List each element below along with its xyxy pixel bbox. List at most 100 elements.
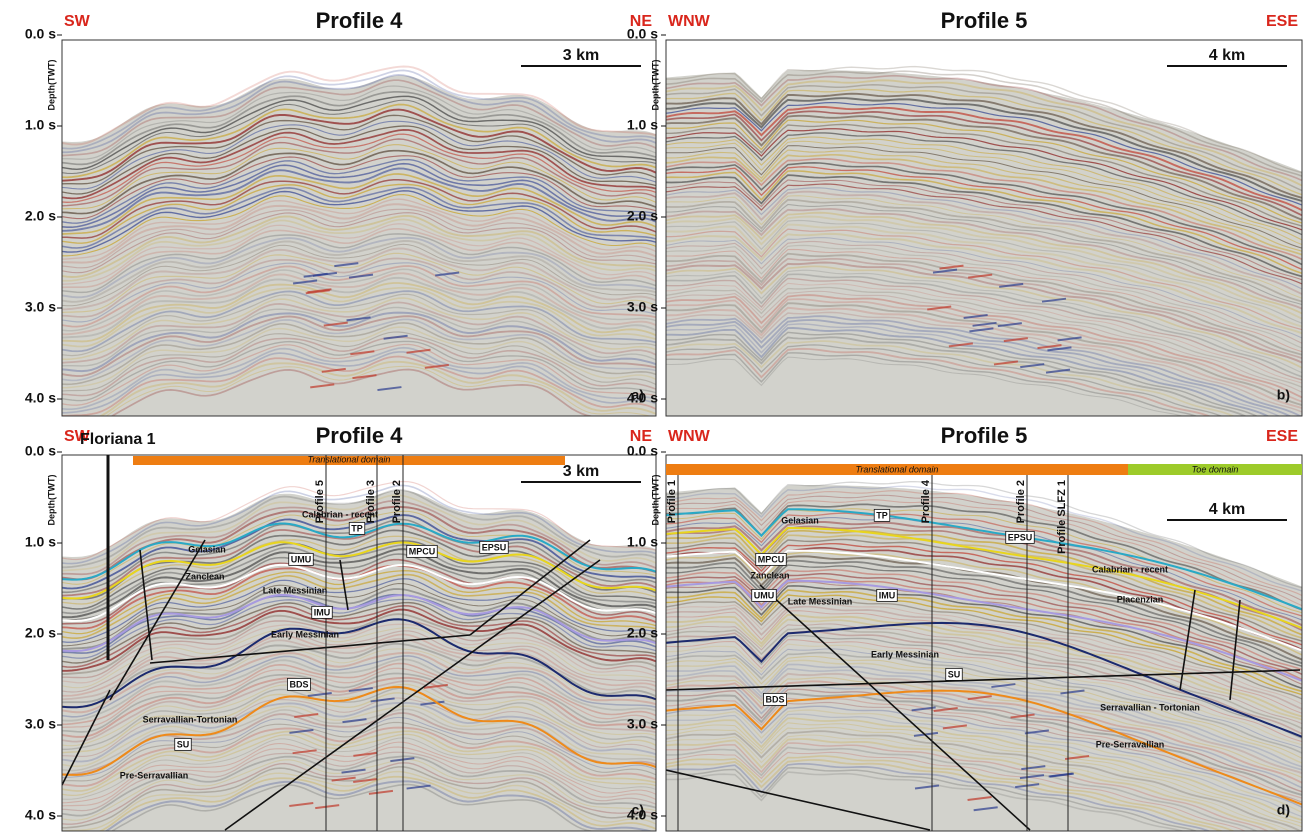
fault: [224, 559, 601, 831]
reflector: [666, 237, 1302, 339]
reflector: [666, 114, 1302, 221]
depth-tick-label: 4.0 s: [627, 807, 658, 823]
reflector: [666, 157, 1302, 261]
label-box: [174, 737, 192, 751]
depth-tick-label: 3.0 s: [627, 716, 658, 732]
fault: [1229, 599, 1241, 701]
reflector: [666, 228, 1302, 331]
reflector: [666, 717, 1302, 821]
reflector: [666, 244, 1302, 349]
reflector: [62, 627, 656, 689]
fault: [469, 539, 591, 636]
reflector: [666, 183, 1302, 285]
reflector: [62, 103, 656, 179]
reflector: [62, 326, 656, 389]
unit-label: MPCU: [758, 554, 785, 564]
fault: [666, 669, 1301, 691]
reflector: [666, 195, 1302, 299]
reflector: [666, 265, 1302, 369]
horizon: [62, 522, 656, 581]
reflector: [666, 667, 1302, 771]
reflector: [62, 618, 656, 679]
reflector: [62, 186, 656, 249]
unit-label: SU: [177, 739, 190, 749]
unit-label: Zanclean: [185, 571, 224, 581]
reflector: [62, 138, 656, 207]
deep-reflector: [305, 289, 330, 295]
depth-tick-label: 3.0 s: [627, 299, 658, 315]
deep-reflector: [967, 795, 992, 801]
reflector: [62, 535, 656, 605]
unit-label: IMU: [314, 607, 331, 617]
reflector: [62, 692, 656, 754]
panel-title: Profile 4: [316, 8, 404, 33]
horizon: [666, 621, 1302, 738]
reflector: [666, 521, 1302, 627]
domain-bar: [133, 456, 565, 465]
deep-reflector: [933, 707, 958, 712]
domain-label: Translational domain: [856, 464, 939, 474]
reflector: [105, 365, 652, 416]
label-box: [755, 552, 787, 566]
reflector: [666, 106, 1302, 212]
reflector: [62, 737, 656, 800]
reflector: [62, 236, 656, 299]
label-box: [288, 552, 314, 566]
reflector: [666, 232, 1302, 335]
reflector: [62, 286, 656, 348]
reflector: [666, 551, 1302, 656]
reflector: [62, 655, 656, 718]
reflector: [666, 634, 1302, 739]
reflector: [666, 319, 1292, 416]
fault: [149, 634, 471, 664]
reflector: [666, 517, 1302, 621]
domain-bar: [666, 464, 1128, 475]
unit-label: UMU: [754, 590, 775, 600]
unit-label: Gelasian: [188, 544, 226, 554]
reflector: [62, 252, 656, 313]
reflector: [666, 569, 1302, 671]
reflector: [666, 79, 1302, 187]
panel-title: Profile 4: [316, 423, 404, 448]
reflector: [62, 651, 656, 714]
reflector: [62, 239, 656, 303]
reflector: [666, 651, 1302, 754]
reflector: [666, 347, 1212, 416]
deep-reflector: [997, 322, 1022, 328]
deep-reflector: [310, 383, 335, 389]
reflector: [62, 293, 656, 357]
reflector: [666, 734, 1291, 831]
profile-label: Profile 2: [391, 480, 403, 523]
reflector: [62, 120, 656, 190]
reflector: [666, 123, 1302, 227]
reflector: [666, 762, 1212, 831]
reflector: [62, 301, 656, 364]
reflector: [62, 570, 656, 635]
label-box: [763, 692, 787, 706]
deep-reflector: [942, 724, 968, 730]
reflector: [666, 705, 1302, 808]
reflector: [62, 746, 656, 807]
reflector: [666, 327, 1270, 416]
depth-tick-label: 4.0 s: [25, 807, 56, 823]
profile-label: Profile 3: [365, 480, 377, 523]
depth-axis-label: Depth(TWT): [46, 475, 56, 526]
reflector: [104, 780, 654, 831]
reflector: [62, 85, 656, 160]
seismic-section: [666, 455, 1302, 831]
label-box: [287, 677, 311, 691]
reflector: [62, 233, 656, 294]
scale-label: 3 km: [563, 47, 599, 64]
reflector: [62, 601, 656, 664]
deep-reflector: [348, 273, 374, 279]
depth-axis-label: Depth(TWT): [46, 60, 56, 111]
unit-label: Early Messinian: [871, 649, 939, 659]
section-frame: [665, 454, 1303, 832]
deep-reflector: [435, 271, 460, 277]
reflector: [62, 648, 656, 708]
deep-reflector: [927, 305, 952, 311]
reflector: [666, 529, 1302, 636]
reflector: [666, 65, 1302, 174]
fault: [1179, 589, 1196, 691]
